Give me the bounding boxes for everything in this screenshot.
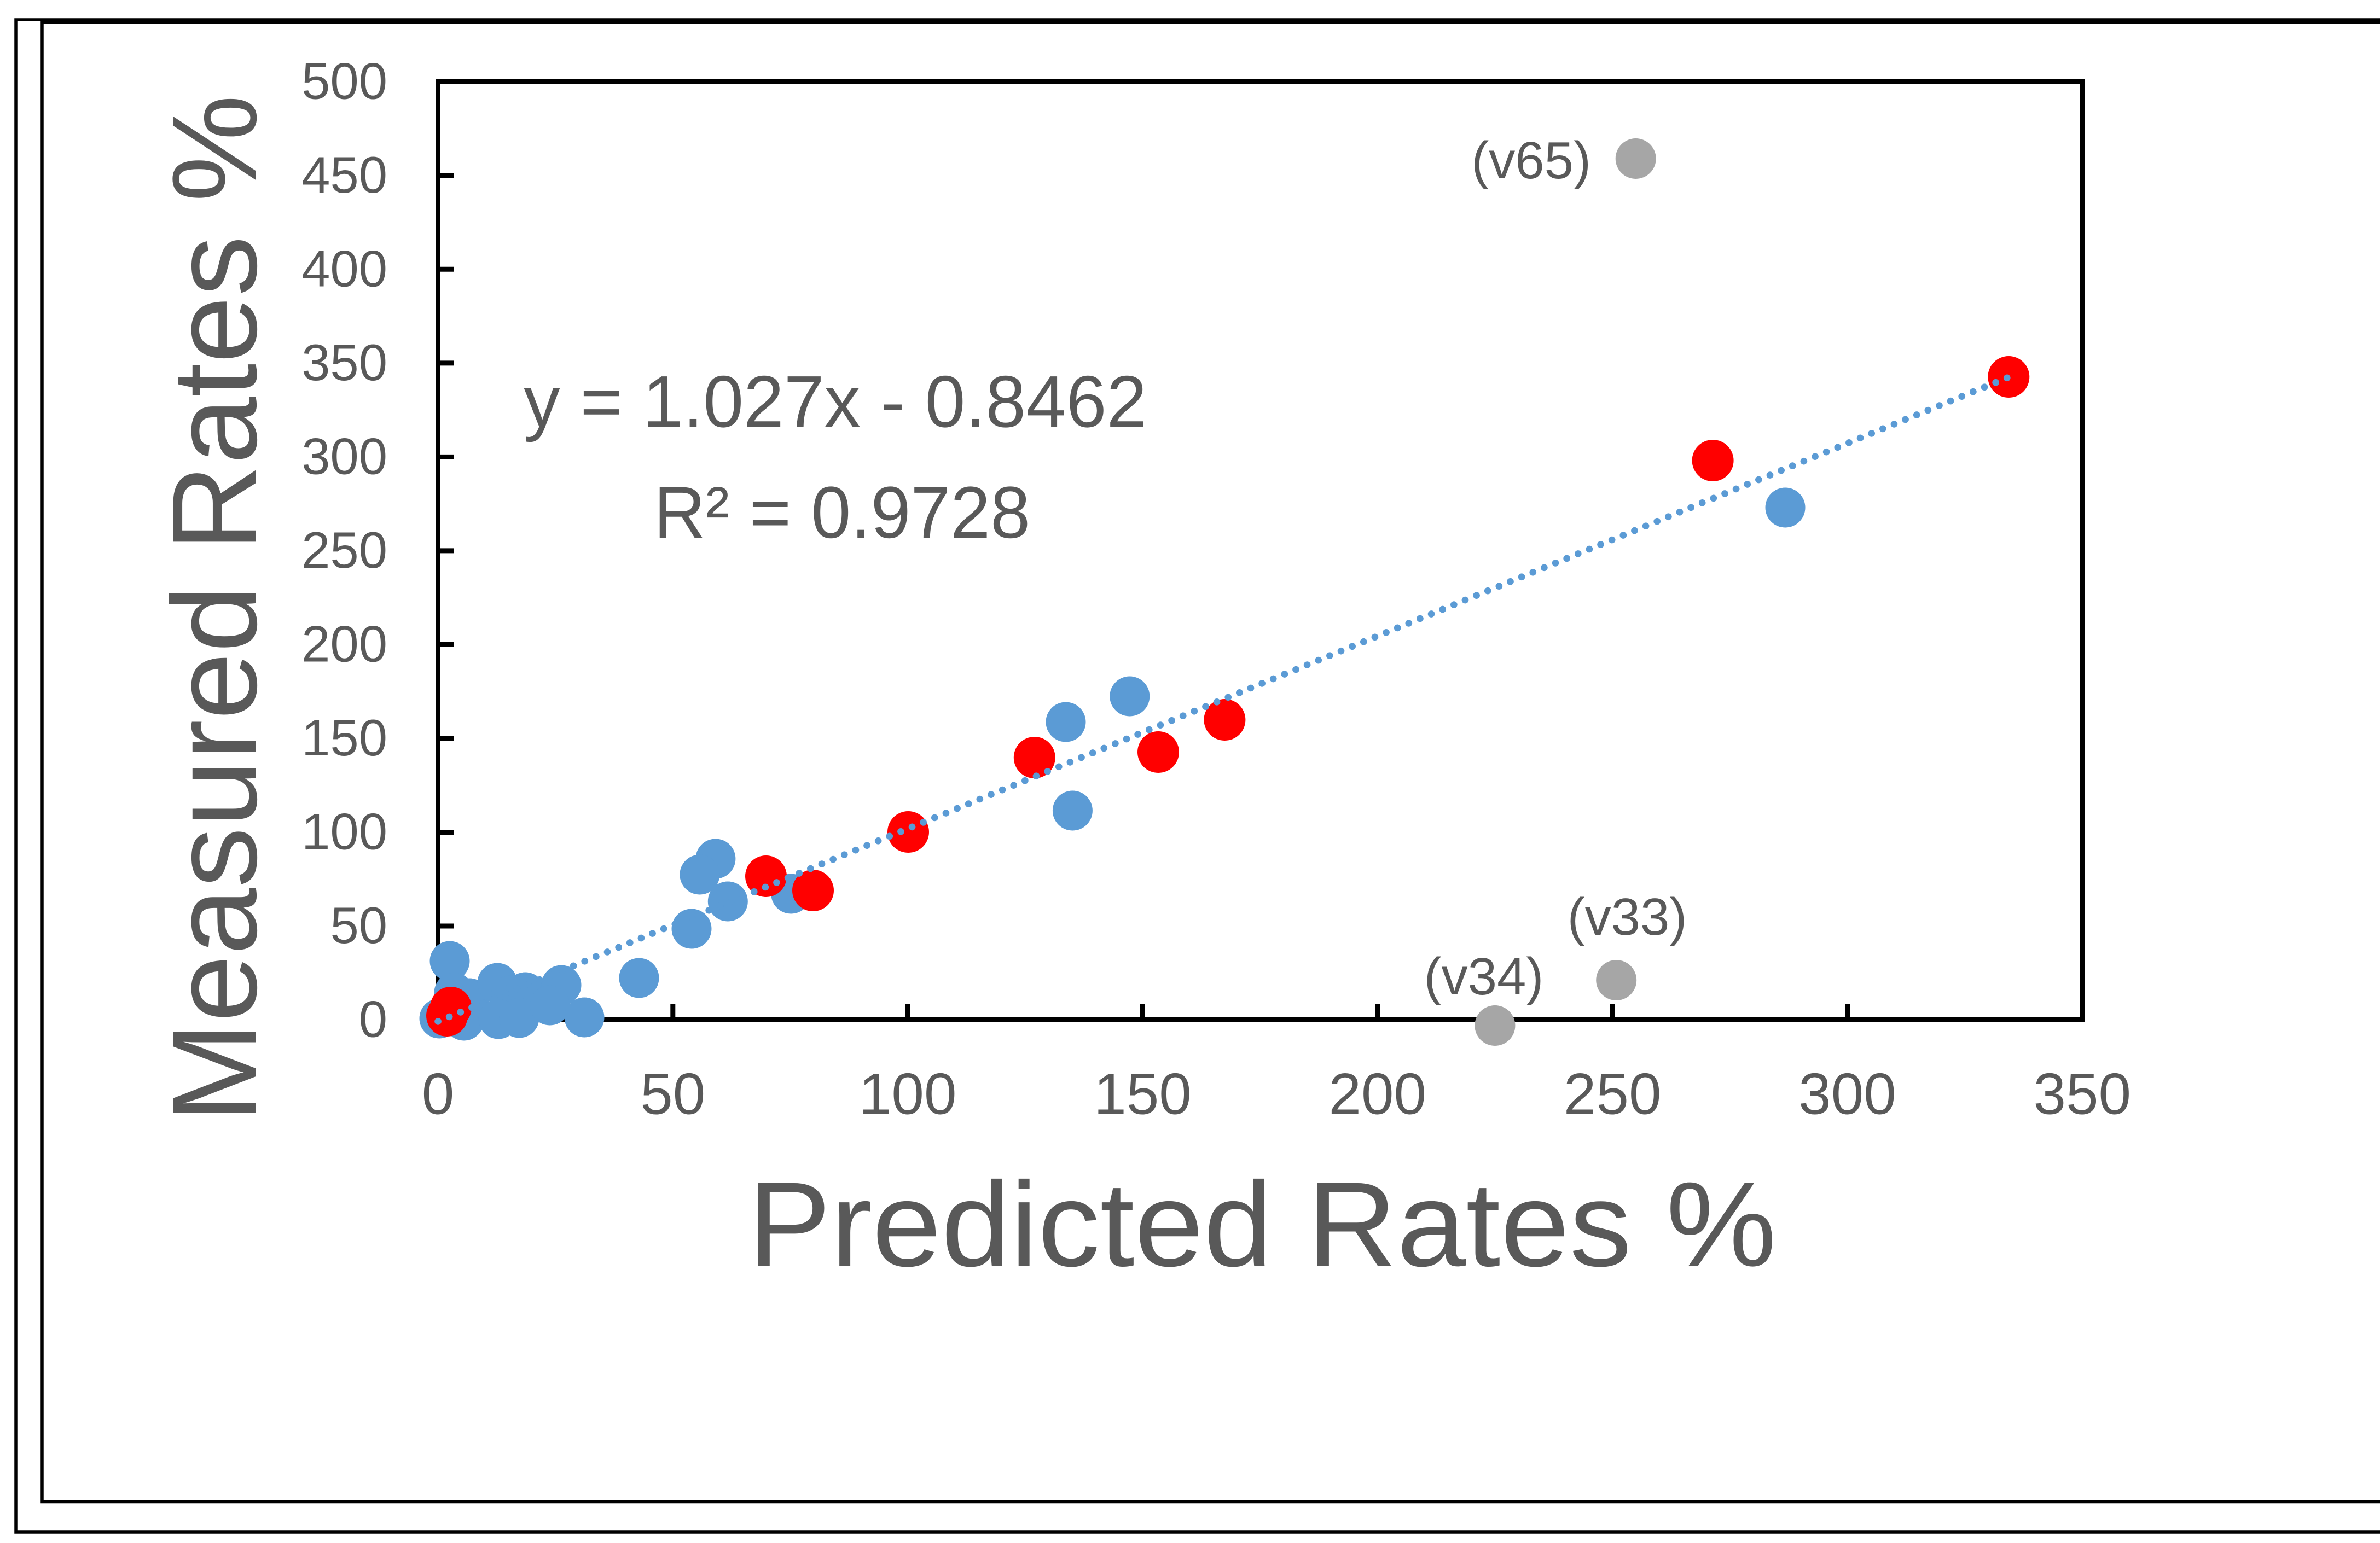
svg-text:450: 450 xyxy=(301,146,387,203)
svg-text:350: 350 xyxy=(301,334,387,391)
svg-text:250: 250 xyxy=(301,521,387,579)
svg-text:350: 350 xyxy=(2034,1061,2132,1127)
svg-text:300: 300 xyxy=(301,427,387,485)
svg-text:(v34): (v34) xyxy=(1424,947,1544,1006)
svg-text:250: 250 xyxy=(1564,1061,1662,1127)
svg-text:(v65): (v65) xyxy=(1471,131,1591,190)
svg-text:200: 200 xyxy=(301,615,387,672)
svg-text:50: 50 xyxy=(640,1061,705,1127)
svg-text:300: 300 xyxy=(1798,1061,1896,1127)
svg-text:50: 50 xyxy=(330,896,387,954)
svg-text:Measured Rates %: Measured Rates % xyxy=(147,95,282,1123)
svg-text:500: 500 xyxy=(301,52,387,109)
svg-text:0: 0 xyxy=(422,1061,455,1127)
svg-text:Predicted Rates %: Predicted Rates % xyxy=(748,1157,1777,1291)
svg-text:(v33): (v33) xyxy=(1568,888,1687,946)
svg-text:400: 400 xyxy=(301,240,387,297)
svg-text:150: 150 xyxy=(1094,1061,1192,1127)
svg-text:0: 0 xyxy=(359,991,387,1048)
svg-text:R² = 0.9728: R² = 0.9728 xyxy=(654,472,1030,554)
svg-text:200: 200 xyxy=(1329,1061,1427,1127)
svg-text:100: 100 xyxy=(301,803,387,860)
svg-text:y = 1.027x - 0.8462: y = 1.027x - 0.8462 xyxy=(524,361,1147,442)
svg-text:100: 100 xyxy=(859,1061,957,1127)
svg-text:150: 150 xyxy=(301,709,387,766)
